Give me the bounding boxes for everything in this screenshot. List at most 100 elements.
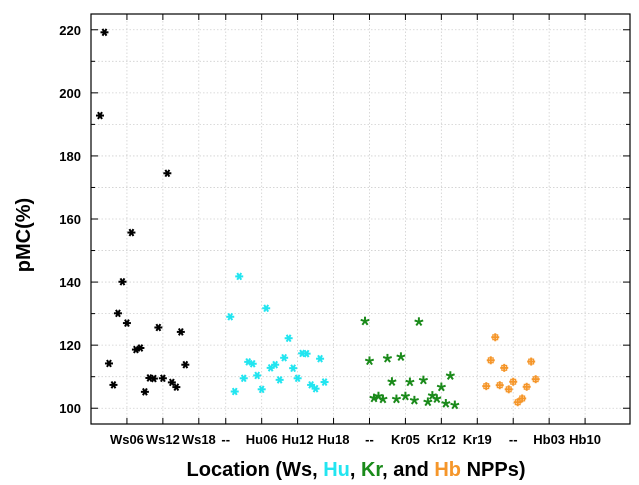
data-point — [100, 28, 109, 37]
data-point — [275, 375, 284, 384]
y-tick-label: 220 — [59, 23, 81, 38]
data-point — [441, 399, 451, 408]
data-point — [509, 377, 518, 386]
data-point — [248, 359, 257, 368]
data-point — [369, 393, 379, 403]
x-tick-label: Hu18 — [318, 432, 350, 447]
data-point — [436, 382, 446, 392]
data-point — [400, 391, 411, 401]
data-point — [382, 353, 393, 363]
data-point — [226, 312, 235, 321]
data-point — [432, 394, 442, 403]
y-axis-label: pMC(%) — [13, 198, 35, 272]
x-tick-label: Kr19 — [463, 432, 492, 447]
x-tick-label: Hu06 — [246, 432, 278, 447]
y-tick-label: 180 — [59, 149, 81, 164]
x-tick-label: -- — [221, 432, 230, 447]
x-tick-label: Hu12 — [282, 432, 314, 447]
data-point — [167, 378, 176, 387]
data-point — [176, 328, 185, 336]
y-tick-label: 120 — [59, 338, 81, 353]
data-point — [271, 360, 280, 369]
data-point — [360, 316, 370, 326]
x-tick-label: -- — [365, 432, 374, 447]
data-point — [491, 333, 500, 342]
data-point — [513, 398, 522, 407]
data-point — [518, 394, 527, 403]
data-point — [235, 272, 244, 281]
data-point — [284, 334, 293, 343]
data-point — [149, 374, 158, 383]
data-point — [364, 356, 375, 366]
x-axis-label-part: , — [350, 459, 361, 481]
data-point — [316, 354, 325, 363]
x-axis-label-part: Kr — [361, 459, 383, 481]
data-point — [527, 357, 536, 366]
data-point — [387, 377, 397, 386]
data-point — [113, 309, 122, 318]
data-point — [181, 360, 190, 369]
grid — [91, 14, 630, 424]
x-tick-label: -- — [509, 432, 518, 447]
x-axis-label-part: Hb — [434, 459, 461, 481]
data-point — [163, 169, 172, 178]
data-point — [482, 382, 491, 391]
data-point — [136, 344, 145, 352]
data-marks — [95, 28, 540, 410]
x-tick-label: Kr05 — [391, 432, 420, 447]
data-point — [122, 319, 131, 327]
x-tick-label: Kr12 — [427, 432, 456, 447]
data-point — [311, 384, 320, 393]
x-axis-label-part: NPPs) — [461, 459, 525, 481]
data-point — [450, 400, 460, 410]
y-tick-label: 160 — [59, 212, 81, 227]
data-point — [495, 381, 504, 390]
data-point — [500, 363, 509, 372]
data-point — [531, 375, 540, 384]
data-point — [154, 323, 163, 332]
x-tick-label: Hb03 — [533, 432, 565, 447]
data-point — [414, 317, 424, 327]
x-tick-label: Hb10 — [569, 432, 601, 447]
x-axis-label-part: Location (Ws, — [187, 459, 324, 481]
data-point — [302, 349, 311, 358]
data-point — [172, 383, 181, 392]
x-axis-label: Location (Ws, Hu, Kr, and Hb NPPs) — [187, 459, 526, 481]
data-point — [378, 394, 388, 404]
axis-ticks: 100 120 140 160 180 200 220 Ws06 Ws12 Ws18 -- Hu06 H… — [59, 14, 630, 447]
data-point — [396, 352, 406, 362]
data-point — [127, 228, 136, 237]
data-point — [320, 378, 329, 386]
x-tick-label: Ws18 — [182, 432, 216, 447]
data-point — [118, 277, 127, 286]
data-point — [522, 382, 531, 391]
data-point — [418, 375, 428, 385]
x-axis-label-part: Hu — [323, 459, 350, 481]
data-point — [293, 374, 302, 383]
data-point — [158, 374, 167, 383]
data-point — [409, 395, 419, 405]
data-point — [289, 364, 298, 373]
y-tick-label: 100 — [59, 401, 81, 416]
data-point — [391, 394, 402, 404]
data-point — [405, 377, 415, 387]
data-point — [230, 387, 239, 396]
data-point — [262, 304, 271, 313]
x-tick-label: Ws12 — [146, 432, 180, 447]
x-tick-label: Ws06 — [110, 432, 144, 447]
data-point — [257, 385, 266, 394]
data-point — [423, 397, 433, 407]
data-point — [140, 387, 149, 396]
data-point — [504, 385, 513, 394]
data-point — [109, 380, 118, 389]
data-point — [104, 359, 113, 368]
data-point — [445, 371, 455, 380]
data-point — [486, 356, 495, 365]
data-point — [280, 353, 289, 362]
data-point — [239, 374, 248, 383]
data-point — [307, 380, 316, 389]
data-point — [253, 371, 262, 380]
x-axis-label-part: , and — [382, 459, 434, 481]
data-point — [95, 111, 104, 120]
